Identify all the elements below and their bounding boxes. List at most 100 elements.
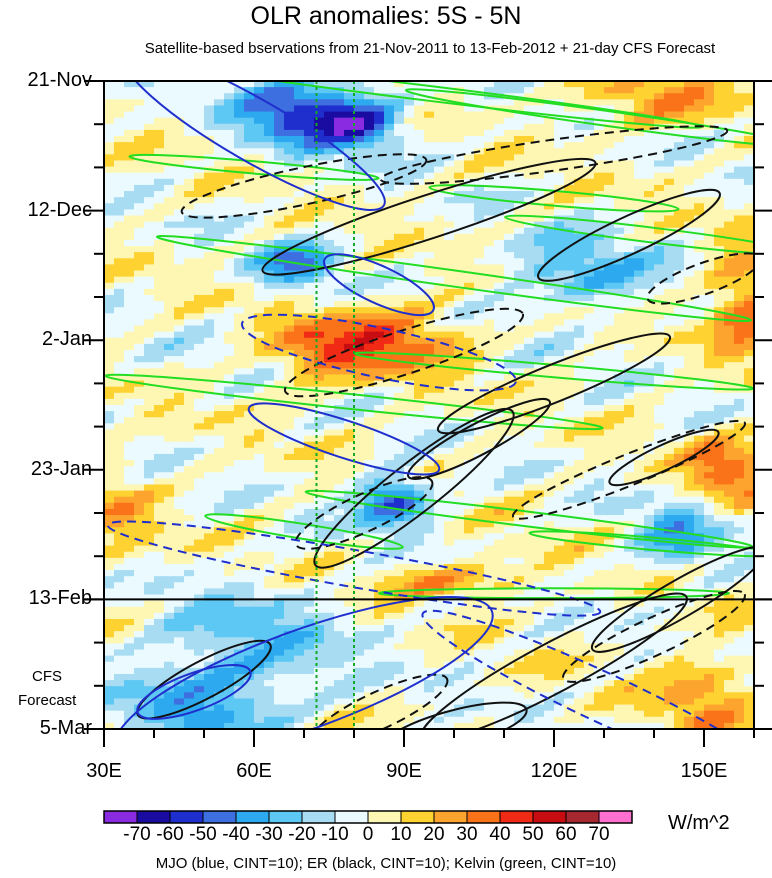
olr-cell	[424, 527, 435, 534]
olr-cell	[644, 184, 655, 192]
olr-cell	[424, 441, 435, 449]
olr-cell	[304, 227, 315, 235]
olr-cell	[364, 374, 375, 382]
olr-cell	[244, 288, 255, 296]
olr-cell	[264, 191, 275, 198]
olr-cell	[694, 270, 705, 278]
olr-cell	[264, 87, 275, 94]
olr-cell	[254, 435, 265, 443]
olr-cell	[304, 429, 315, 437]
olr-cell	[594, 429, 605, 437]
olr-cell	[384, 307, 395, 314]
olr-cell	[484, 539, 495, 547]
olr-cell	[224, 294, 235, 302]
olr-cell	[154, 81, 165, 88]
olr-cell	[114, 117, 125, 125]
olr-cell	[184, 160, 195, 168]
olr-cell	[334, 203, 345, 210]
olr-cell	[584, 331, 595, 339]
olr-cell	[314, 81, 325, 88]
olr-cell	[534, 313, 545, 321]
olr-cell	[584, 417, 595, 424]
olr-cell	[294, 160, 305, 168]
olr-cell	[734, 227, 745, 235]
olr-cell	[684, 429, 695, 437]
olr-cell	[724, 349, 735, 357]
olr-cell	[204, 349, 215, 357]
olr-cell	[734, 215, 745, 223]
olr-cell	[534, 374, 545, 382]
olr-cell	[494, 478, 505, 486]
olr-cell	[574, 527, 585, 534]
olr-cell	[354, 337, 365, 345]
olr-cell	[134, 239, 145, 247]
olr-cell	[714, 209, 725, 217]
olr-cell	[604, 423, 615, 431]
olr-cell	[334, 81, 345, 88]
olr-cell	[174, 111, 185, 119]
olr-cell	[374, 533, 385, 541]
olr-cell	[234, 99, 245, 107]
olr-cell	[414, 93, 425, 100]
olr-cell	[654, 87, 665, 94]
olr-cell	[324, 527, 335, 534]
olr-cell	[554, 136, 565, 143]
olr-cell	[344, 239, 355, 247]
olr-cell	[544, 288, 555, 296]
olr-cell	[604, 184, 615, 192]
olr-cell	[454, 533, 465, 541]
olr-cell	[514, 301, 525, 308]
olr-cell	[134, 392, 145, 400]
olr-cell	[584, 478, 595, 486]
olr-cell	[304, 423, 315, 431]
olr-cell	[324, 337, 335, 345]
olr-cell	[384, 123, 395, 131]
olr-cell	[574, 221, 585, 229]
olr-cell	[514, 313, 525, 321]
olr-cell	[154, 496, 165, 504]
olr-cell	[694, 282, 705, 290]
olr-cell	[534, 447, 545, 455]
olr-cell	[164, 129, 175, 137]
olr-cell	[594, 374, 605, 382]
olr-cell	[294, 362, 305, 369]
olr-cell	[644, 411, 655, 418]
olr-cell	[504, 307, 515, 314]
olr-cell	[694, 508, 705, 516]
olr-cell	[744, 154, 754, 162]
olr-cell	[584, 288, 595, 296]
olr-cell	[304, 184, 315, 192]
olr-cell	[134, 166, 145, 174]
olr-cell	[124, 356, 135, 363]
olr-cell	[354, 496, 365, 504]
olr-cell	[154, 258, 165, 265]
olr-cell	[434, 331, 445, 339]
olr-cell	[154, 197, 165, 204]
olr-cell	[344, 136, 355, 143]
olr-cell	[294, 166, 305, 174]
olr-cell	[314, 270, 325, 278]
olr-cell	[634, 508, 645, 516]
olr-cell	[714, 490, 725, 498]
olr-cell	[574, 496, 585, 504]
olr-cell	[724, 447, 735, 455]
olr-cell	[324, 521, 335, 528]
olr-cell	[204, 527, 215, 534]
olr-cell	[494, 117, 505, 125]
olr-cell	[104, 411, 115, 418]
olr-cell	[374, 398, 385, 406]
olr-cell	[114, 282, 125, 290]
olr-cell	[124, 429, 135, 437]
olr-cell	[434, 313, 445, 321]
olr-cell	[314, 478, 325, 486]
olr-cell	[674, 411, 685, 418]
olr-cell	[424, 172, 435, 180]
olr-cell	[334, 343, 345, 351]
olr-cell	[464, 172, 475, 180]
olr-cell	[714, 515, 725, 522]
olr-cell	[544, 331, 555, 339]
olr-cell	[264, 160, 275, 168]
olr-cell	[684, 172, 695, 180]
olr-cell	[404, 417, 415, 424]
olr-cell	[204, 117, 215, 125]
